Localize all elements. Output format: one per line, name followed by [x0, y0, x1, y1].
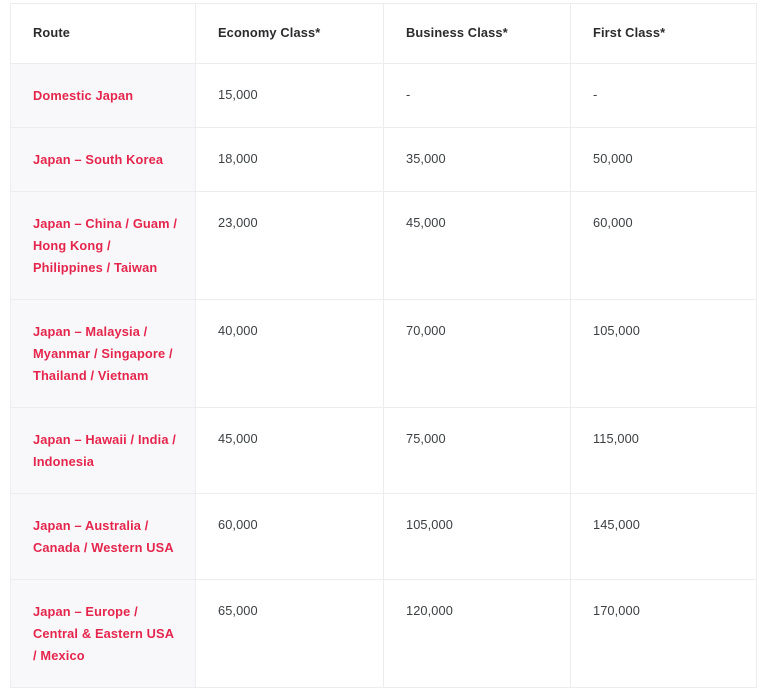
- first-cell: 170,000: [570, 579, 757, 688]
- column-header-business: Business Class*: [383, 3, 571, 64]
- first-cell: 50,000: [570, 127, 757, 192]
- economy-cell: 40,000: [195, 299, 384, 408]
- route-cell: Japan – Hawaii / India / Indonesia: [10, 407, 196, 494]
- business-cell: 45,000: [383, 191, 571, 300]
- table-row: Japan – Europe / Central & Eastern USA /…: [10, 579, 757, 688]
- first-value: -: [593, 87, 598, 102]
- column-header-economy: Economy Class*: [195, 3, 384, 64]
- business-value: 45,000: [406, 215, 446, 230]
- route-cell: Japan – Malaysia / Myanmar / Singapore /…: [10, 299, 196, 408]
- table-row: Domestic Japan 15,000 - -: [10, 63, 757, 128]
- business-value: 35,000: [406, 151, 446, 166]
- economy-value: 60,000: [218, 517, 258, 532]
- table-body: Domestic Japan 15,000 - - Japan – South …: [10, 63, 757, 688]
- economy-value: 40,000: [218, 323, 258, 338]
- route-cell: Japan – Australia / Canada / Western USA: [10, 493, 196, 580]
- first-value: 105,000: [593, 323, 640, 338]
- route-cell: Japan – China / Guam / Hong Kong / Phili…: [10, 191, 196, 300]
- economy-cell: 60,000: [195, 493, 384, 580]
- economy-value: 18,000: [218, 151, 258, 166]
- route-label: Japan – Europe / Central & Eastern USA /…: [33, 604, 174, 663]
- table-row: Japan – Australia / Canada / Western USA…: [10, 493, 757, 580]
- table-row: Japan – China / Guam / Hong Kong / Phili…: [10, 191, 757, 300]
- economy-cell: 23,000: [195, 191, 384, 300]
- business-value: 105,000: [406, 517, 453, 532]
- business-value: 75,000: [406, 431, 446, 446]
- column-header-first: First Class*: [570, 3, 757, 64]
- business-cell: 70,000: [383, 299, 571, 408]
- first-cell: 115,000: [570, 407, 757, 494]
- economy-cell: 18,000: [195, 127, 384, 192]
- business-cell: 75,000: [383, 407, 571, 494]
- first-value: 115,000: [593, 431, 640, 446]
- business-value: -: [406, 87, 411, 102]
- table-header: Route Economy Class* Business Class* Fir…: [10, 3, 757, 64]
- route-label: Domestic Japan: [33, 88, 134, 103]
- route-label: Japan – Hawaii / India / Indonesia: [33, 432, 176, 469]
- economy-value: 15,000: [218, 87, 258, 102]
- first-cell: 145,000: [570, 493, 757, 580]
- route-label: Japan – South Korea: [33, 152, 164, 167]
- table-row: Japan – Malaysia / Myanmar / Singapore /…: [10, 299, 757, 408]
- route-cell: Japan – South Korea: [10, 127, 196, 192]
- economy-value: 65,000: [218, 603, 258, 618]
- award-chart-table: Route Economy Class* Business Class* Fir…: [10, 3, 757, 688]
- first-value: 170,000: [593, 603, 640, 618]
- business-cell: -: [383, 63, 571, 128]
- economy-value: 23,000: [218, 215, 258, 230]
- table-header-row: Route Economy Class* Business Class* Fir…: [10, 3, 757, 64]
- column-header-route: Route: [10, 3, 196, 64]
- economy-cell: 65,000: [195, 579, 384, 688]
- first-cell: 60,000: [570, 191, 757, 300]
- table-row: Japan – South Korea 18,000 35,000 50,000: [10, 127, 757, 192]
- first-cell: -: [570, 63, 757, 128]
- first-value: 145,000: [593, 517, 640, 532]
- page-container: Route Economy Class* Business Class* Fir…: [10, 3, 757, 688]
- economy-value: 45,000: [218, 431, 258, 446]
- route-label: Japan – Malaysia / Myanmar / Singapore /…: [33, 324, 173, 383]
- business-cell: 35,000: [383, 127, 571, 192]
- first-cell: 105,000: [570, 299, 757, 408]
- first-value: 50,000: [593, 151, 633, 166]
- route-label: Japan – China / Guam / Hong Kong / Phili…: [33, 216, 178, 275]
- business-value: 120,000: [406, 603, 453, 618]
- route-cell: Japan – Europe / Central & Eastern USA /…: [10, 579, 196, 688]
- first-value: 60,000: [593, 215, 633, 230]
- economy-cell: 15,000: [195, 63, 384, 128]
- business-value: 70,000: [406, 323, 446, 338]
- route-cell: Domestic Japan: [10, 63, 196, 128]
- business-cell: 120,000: [383, 579, 571, 688]
- table-row: Japan – Hawaii / India / Indonesia 45,00…: [10, 407, 757, 494]
- economy-cell: 45,000: [195, 407, 384, 494]
- business-cell: 105,000: [383, 493, 571, 580]
- route-label: Japan – Australia / Canada / Western USA: [33, 518, 174, 555]
